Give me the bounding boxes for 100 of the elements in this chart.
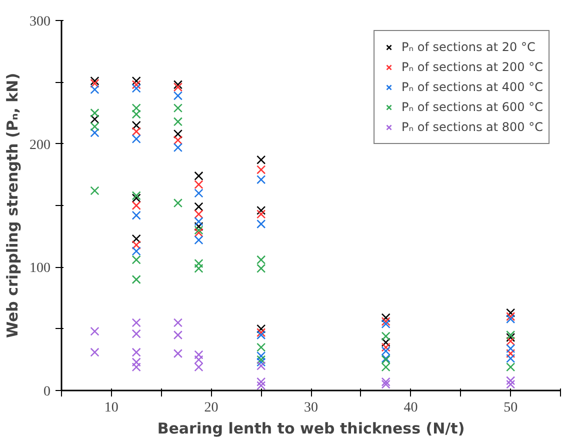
point xyxy=(132,200,141,210)
point xyxy=(132,240,141,250)
point xyxy=(90,128,100,138)
point xyxy=(256,155,266,164)
point xyxy=(90,76,100,86)
legend-label: Pₙ of sections at 600 °C xyxy=(402,100,543,114)
point xyxy=(173,136,183,145)
point xyxy=(256,361,266,370)
point xyxy=(506,312,516,322)
point xyxy=(132,329,141,338)
point xyxy=(506,330,516,340)
point xyxy=(132,104,141,113)
x-tick-label: 10 xyxy=(104,400,118,416)
point xyxy=(132,84,141,93)
point xyxy=(194,202,204,212)
legend-label: Pₙ of sections at 800 °C xyxy=(402,120,543,134)
point xyxy=(132,348,141,357)
point xyxy=(381,338,390,347)
point xyxy=(132,255,141,264)
point xyxy=(506,336,516,346)
point xyxy=(194,362,204,372)
point xyxy=(132,274,141,284)
point xyxy=(90,85,100,94)
y-tick-label: 300 xyxy=(30,14,50,30)
point xyxy=(194,210,204,219)
point xyxy=(256,358,266,367)
legend-label: Pₙ of sections at 200 °C xyxy=(402,60,543,74)
point xyxy=(194,350,204,360)
point xyxy=(256,219,266,229)
legend-label: Pₙ of sections at 20 °C xyxy=(402,40,536,54)
point xyxy=(132,318,141,328)
point xyxy=(90,122,100,132)
x-axis-title: Bearing lenth to web thickness (N/t) xyxy=(157,420,465,438)
point xyxy=(173,104,183,113)
point xyxy=(173,80,183,90)
point xyxy=(256,381,266,390)
point xyxy=(90,326,100,336)
point xyxy=(256,165,266,174)
point xyxy=(132,234,141,244)
point xyxy=(256,355,266,364)
point xyxy=(90,108,100,118)
x-tick-label: 30 xyxy=(304,400,318,416)
point xyxy=(506,354,516,363)
point xyxy=(381,362,390,372)
y-tick-label: 0 xyxy=(44,384,50,400)
x-tick-label: 20 xyxy=(204,400,218,416)
point xyxy=(90,114,100,124)
point xyxy=(173,129,183,139)
point xyxy=(256,206,266,215)
point xyxy=(381,332,390,341)
point xyxy=(132,210,141,220)
point xyxy=(132,126,141,136)
point xyxy=(173,348,183,358)
point xyxy=(256,175,266,184)
legend-label: Pₙ of sections at 400 °C xyxy=(402,80,543,94)
point xyxy=(194,228,204,238)
point xyxy=(90,78,100,88)
point xyxy=(256,351,266,361)
point xyxy=(256,328,266,338)
point xyxy=(132,362,141,372)
point xyxy=(173,318,183,328)
point xyxy=(256,264,266,273)
point xyxy=(194,171,204,180)
point xyxy=(132,194,141,203)
point xyxy=(132,358,141,367)
point xyxy=(256,330,266,340)
point xyxy=(256,324,266,334)
point xyxy=(381,346,390,356)
point xyxy=(173,142,183,152)
point xyxy=(132,80,141,90)
point xyxy=(194,222,204,232)
x-tick-label: 50 xyxy=(504,400,518,416)
point xyxy=(256,342,266,352)
x-tick-label: 40 xyxy=(404,400,418,416)
point xyxy=(256,210,266,219)
point xyxy=(506,332,516,342)
point xyxy=(173,117,183,126)
point xyxy=(506,348,516,358)
point xyxy=(194,235,204,245)
y-tick-label: 200 xyxy=(30,138,50,153)
point xyxy=(506,344,516,354)
point xyxy=(506,380,516,389)
point xyxy=(194,180,204,190)
point xyxy=(194,355,204,364)
point xyxy=(173,198,183,208)
point xyxy=(256,377,266,386)
point xyxy=(381,380,390,389)
point xyxy=(132,134,141,144)
point xyxy=(132,110,141,119)
point xyxy=(381,377,390,386)
point xyxy=(90,186,100,196)
point xyxy=(506,362,516,372)
point xyxy=(132,191,141,200)
point xyxy=(194,264,204,273)
point xyxy=(381,316,390,326)
point xyxy=(381,342,390,352)
point xyxy=(506,376,516,386)
point xyxy=(194,188,204,198)
point xyxy=(506,308,516,318)
point xyxy=(194,258,204,268)
